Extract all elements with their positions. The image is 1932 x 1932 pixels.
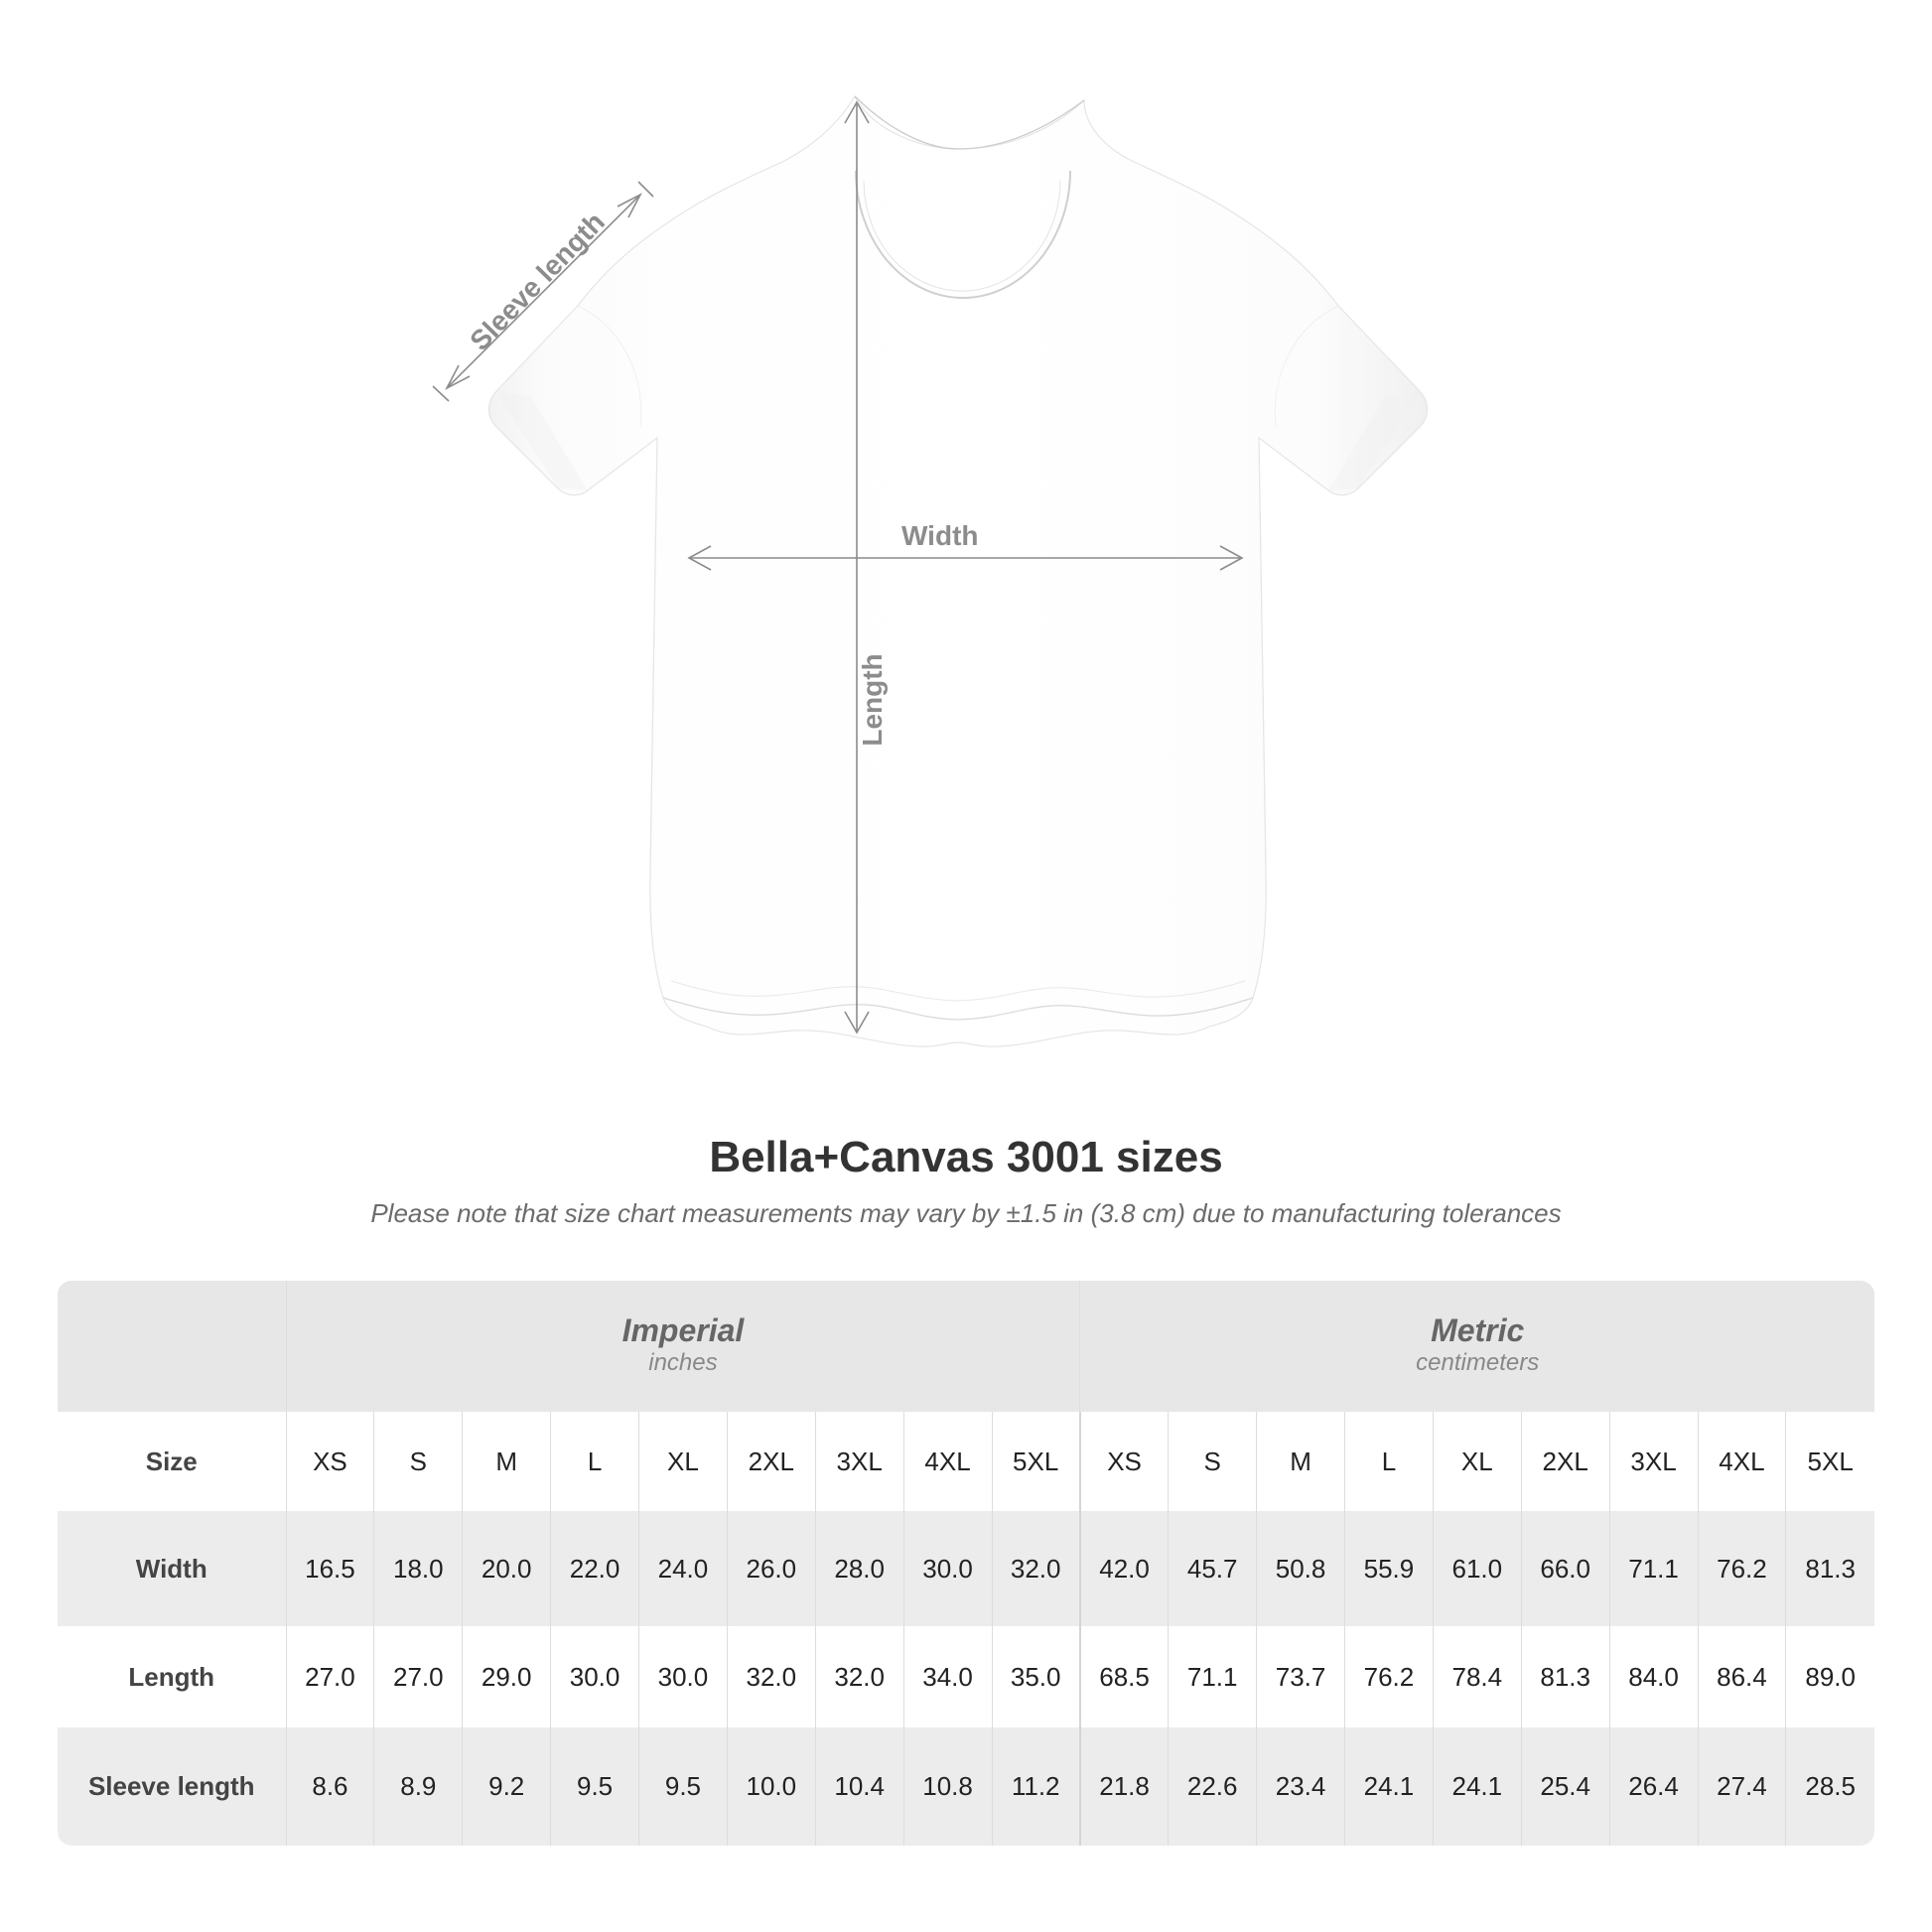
- svg-text:Length: Length: [857, 653, 888, 746]
- svg-text:Width: Width: [901, 520, 979, 551]
